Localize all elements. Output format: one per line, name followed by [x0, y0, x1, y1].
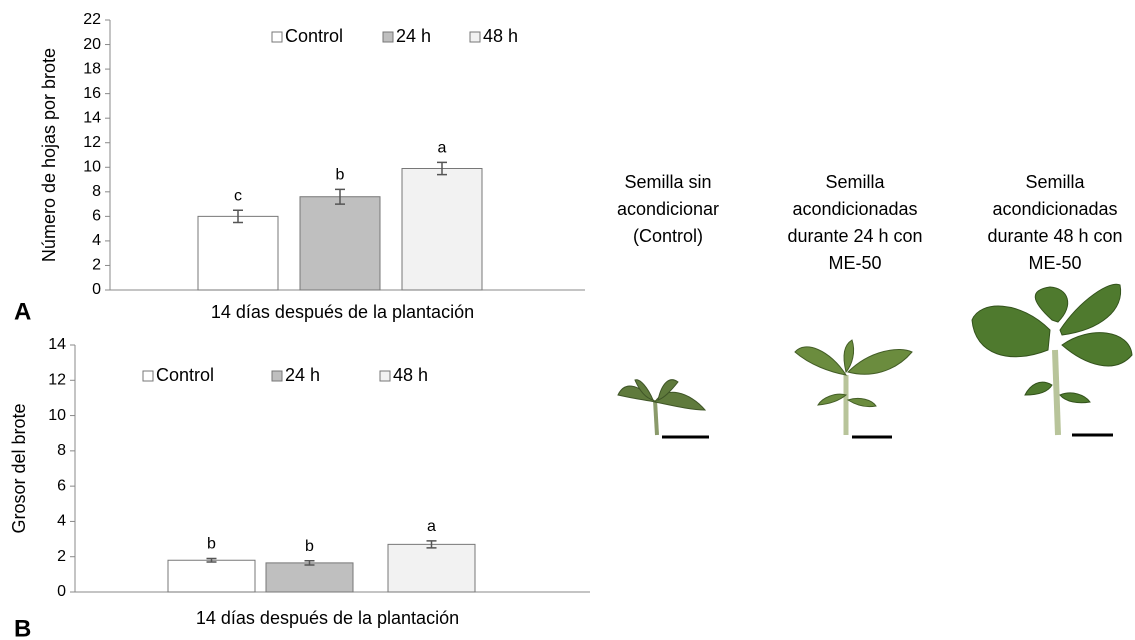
error-bar — [437, 161, 447, 176]
legend-swatch — [271, 370, 283, 382]
y-tick-label: 2 — [92, 257, 101, 274]
significance-letter: b — [305, 538, 314, 555]
x-tick-label: 14 días después de la plantación — [211, 302, 474, 322]
error-bar — [335, 188, 345, 205]
legend-swatch — [382, 31, 394, 43]
significance-letter: b — [207, 536, 216, 553]
legend-swatch — [469, 31, 481, 43]
legend-label: 48 h — [393, 365, 428, 385]
significance-letter: a — [438, 140, 447, 157]
photo-caption: acondicionar — [617, 199, 719, 219]
significance-letter: b — [336, 167, 345, 184]
legend-label: 48 h — [483, 26, 518, 46]
y-tick-label: 10 — [83, 158, 101, 175]
legend-label: Control — [156, 365, 214, 385]
y-tick-label: 6 — [57, 477, 66, 494]
panel-label: B — [14, 615, 31, 640]
y-axis-label: Grosor del brote — [9, 403, 29, 533]
plant-control — [617, 379, 709, 439]
photo-caption: ME-50 — [1028, 253, 1081, 273]
y-tick-label: 6 — [92, 208, 101, 225]
bar — [167, 559, 256, 593]
bar — [265, 562, 354, 593]
plant-24h — [794, 339, 913, 439]
photo-caption: Semilla — [825, 172, 885, 192]
y-tick-label: 4 — [57, 513, 66, 530]
y-tick-label: 16 — [83, 85, 101, 102]
panel-label: A — [14, 298, 31, 325]
photo-caption: Semilla sin — [624, 172, 711, 192]
legend-label: Control — [285, 26, 343, 46]
photo-caption: (Control) — [633, 226, 703, 246]
photo-caption: ME-50 — [828, 253, 881, 273]
y-tick-label: 0 — [92, 281, 101, 298]
photo-caption: durante 48 h con — [987, 226, 1122, 246]
significance-letter: a — [427, 518, 436, 535]
legend-swatch — [271, 31, 283, 43]
photo-caption: acondicionadas — [792, 199, 917, 219]
error-bar — [426, 540, 437, 549]
legend-label: 24 h — [396, 26, 431, 46]
photo-caption: Semilla — [1025, 172, 1085, 192]
plant-photos — [617, 283, 1133, 439]
error-bar — [233, 209, 243, 224]
y-tick-label: 0 — [57, 583, 66, 600]
plant-48h — [971, 283, 1133, 437]
photo-caption: acondicionadas — [992, 199, 1117, 219]
error-bar — [304, 560, 315, 566]
y-axis-label: Número de hojas por brote — [39, 48, 59, 262]
legend-label: 24 h — [285, 365, 320, 385]
legend-swatch — [142, 370, 154, 382]
y-tick-label: 20 — [83, 36, 101, 53]
x-tick-label: 14 días después de la plantación — [196, 608, 459, 628]
y-tick-label: 14 — [48, 336, 66, 353]
y-tick-label: 4 — [92, 232, 101, 249]
bar — [387, 543, 476, 593]
bar — [401, 168, 483, 291]
bar — [299, 196, 381, 291]
y-tick-label: 8 — [57, 442, 66, 459]
bar — [197, 215, 279, 291]
y-tick-label: 2 — [57, 548, 66, 565]
legend-swatch — [379, 370, 391, 382]
y-tick-label: 10 — [48, 407, 66, 424]
y-tick-label: 18 — [83, 60, 101, 77]
significance-letter: c — [234, 187, 242, 204]
y-tick-label: 14 — [83, 109, 101, 126]
y-tick-label: 12 — [83, 134, 101, 151]
y-tick-label: 8 — [92, 183, 101, 200]
photo-caption: durante 24 h con — [787, 226, 922, 246]
error-bar — [206, 557, 217, 563]
y-tick-label: 12 — [48, 372, 66, 389]
y-tick-label: 22 — [83, 11, 101, 28]
